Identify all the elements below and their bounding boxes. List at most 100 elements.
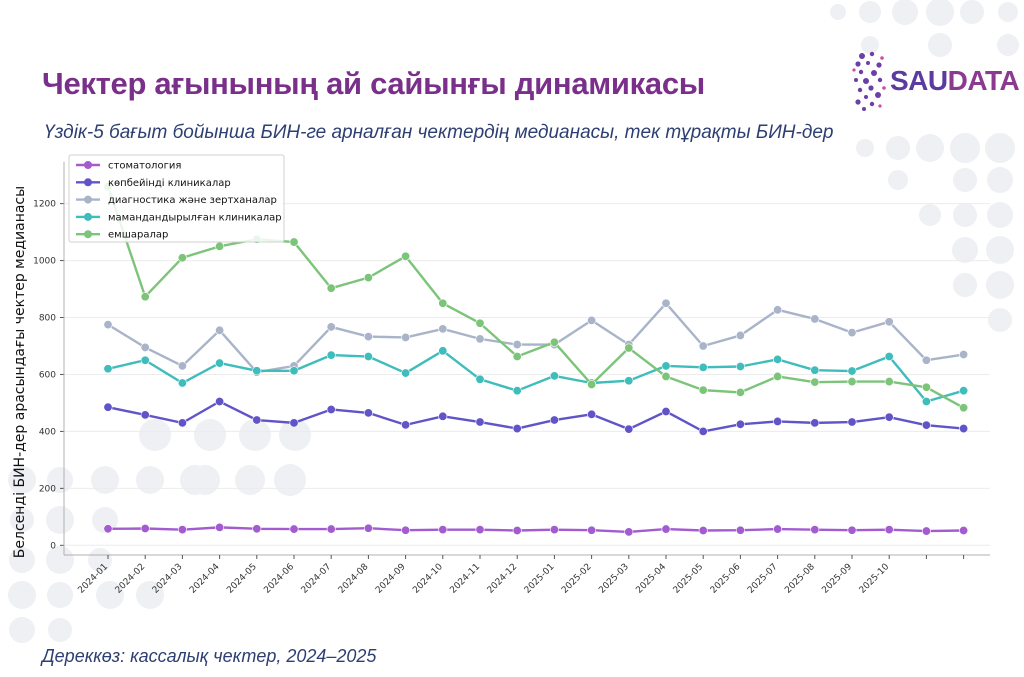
- data-point: [698, 525, 708, 535]
- x-tick-label: 2024-11: [448, 562, 482, 596]
- data-point: [847, 525, 857, 535]
- series-line: [107, 400, 964, 433]
- x-tick-label: 2024-12: [486, 562, 520, 596]
- x-tick-label: 2025-05: [672, 562, 706, 596]
- x-tick-label: 2025-01: [523, 562, 557, 596]
- axes: [60, 162, 990, 559]
- x-tick-label: 2024-06: [262, 562, 296, 596]
- data-point: [363, 332, 373, 342]
- data-point: [475, 417, 485, 427]
- data-point: [959, 403, 969, 413]
- data-point: [438, 411, 448, 421]
- legend-label: көпбейінді клиникалар: [108, 177, 231, 189]
- x-tick-label: 2025-09: [820, 562, 854, 596]
- data-point: [401, 420, 411, 430]
- series-group: [103, 522, 969, 537]
- data-point: [624, 343, 634, 353]
- x-tick-label: 2024-01: [76, 562, 110, 596]
- data-point: [661, 371, 671, 381]
- data-point: [512, 340, 522, 350]
- data-point: [810, 525, 820, 535]
- legend-swatch-marker: [84, 195, 92, 204]
- data-point: [363, 352, 373, 362]
- data-point: [773, 524, 783, 534]
- data-point: [475, 318, 485, 328]
- data-point: [438, 525, 448, 535]
- legend-box: [68, 154, 285, 243]
- data-point: [401, 332, 411, 342]
- grid-lines: [64, 203, 990, 546]
- data-point: [587, 409, 597, 419]
- data-point: [438, 346, 448, 356]
- y-tick-label: 800: [39, 314, 56, 324]
- data-point: [289, 366, 299, 376]
- x-tick-label: 2025-06: [709, 562, 743, 596]
- data-point: [624, 376, 634, 386]
- logo-wordmark: SAUDATA: [890, 65, 1020, 96]
- data-point: [959, 386, 969, 396]
- data-point: [140, 292, 150, 302]
- data-point: [177, 418, 187, 428]
- x-tick-label: 2024-07: [300, 562, 334, 596]
- legend: стоматология көпбейінді клиникалар диагнос…: [68, 154, 285, 243]
- legend-swatch-marker: [84, 212, 92, 221]
- data-point: [959, 424, 969, 434]
- y-tick-label: 0: [50, 541, 56, 551]
- data-point: [847, 328, 857, 338]
- series-lines: [103, 182, 969, 537]
- data-point: [103, 402, 113, 412]
- page-subtitle: Үздік-5 бағыт бойынша БИН-ге арналған че…: [44, 122, 834, 143]
- data-point: [921, 397, 931, 407]
- data-point: [438, 298, 448, 308]
- data-point: [921, 420, 931, 430]
- x-tick-label: 2024-09: [374, 562, 408, 596]
- legend-item: мамандандырылған клиникалар: [76, 212, 282, 223]
- data-point: [810, 377, 820, 387]
- data-point: [252, 524, 262, 534]
- dna-dots-icon: [852, 51, 886, 111]
- data-point: [587, 525, 597, 535]
- legend-item: емшаралар: [76, 230, 168, 241]
- x-tick-label: 2024-08: [337, 562, 371, 596]
- data-point: [215, 522, 225, 532]
- x-tick-label: 2024-10: [411, 562, 445, 596]
- legend-item: стоматология: [76, 161, 181, 172]
- legend-item: диагностика және зертханалар: [76, 195, 277, 206]
- x-tick-label: 2025-07: [746, 562, 780, 596]
- legend-swatch-marker: [84, 161, 92, 169]
- y-axis-label: Белсенді БИН-дер арасындағы чектер медиа…: [12, 186, 28, 558]
- data-point: [140, 355, 150, 365]
- data-point: [512, 386, 522, 396]
- data-point: [884, 412, 894, 422]
- data-point: [847, 377, 857, 387]
- x-tick-label: 2024-04: [188, 562, 222, 596]
- data-point: [140, 524, 150, 534]
- data-point: [363, 408, 373, 418]
- data-point: [624, 424, 634, 434]
- x-tick-label: 2025-10: [858, 562, 892, 596]
- data-point: [289, 237, 299, 247]
- data-point: [884, 317, 894, 327]
- data-point: [326, 404, 336, 414]
- data-point: [847, 366, 857, 376]
- legend-label: стоматология: [108, 161, 181, 172]
- data-point: [959, 350, 969, 360]
- data-point: [847, 417, 857, 427]
- data-point: [475, 525, 485, 535]
- page-title: Чектер ағынының ай сайынғы динамикасы: [42, 66, 705, 101]
- data-point: [289, 524, 299, 534]
- data-point: [326, 322, 336, 332]
- data-point: [549, 371, 559, 381]
- series-line: [107, 349, 964, 403]
- data-point: [698, 426, 708, 436]
- data-point: [252, 415, 262, 425]
- data-point: [921, 526, 931, 536]
- data-point: [103, 320, 113, 330]
- data-point: [103, 364, 113, 374]
- data-point: [698, 385, 708, 395]
- data-point: [698, 341, 708, 351]
- y-tick-label: 200: [39, 484, 56, 494]
- data-point: [326, 283, 336, 293]
- legend-swatch-marker: [84, 178, 92, 187]
